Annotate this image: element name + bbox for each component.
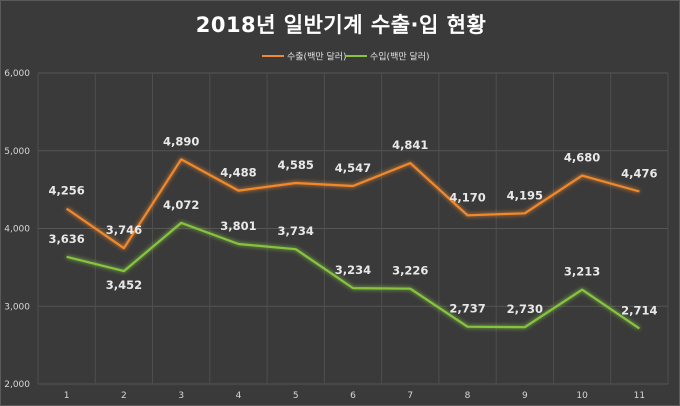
x-tick-label: 6 — [350, 391, 356, 401]
data-label: 3,636 — [48, 232, 84, 246]
x-tick-label: 1 — [64, 391, 70, 401]
y-tick-label: 6,000 — [4, 69, 30, 79]
data-label: 3,226 — [392, 264, 428, 278]
data-label: 2,730 — [507, 302, 543, 316]
data-label: 4,072 — [163, 198, 199, 212]
data-label: 4,547 — [335, 161, 371, 175]
x-tick-label: 11 — [634, 391, 645, 401]
y-tick-label: 5,000 — [4, 147, 30, 157]
data-label: 4,585 — [278, 158, 314, 172]
legend-label: 수입(백만 달러) — [370, 51, 430, 63]
data-label: 4,170 — [449, 190, 485, 204]
x-tick-label: 5 — [293, 391, 299, 401]
data-label: 4,256 — [48, 184, 84, 198]
series-line — [65, 158, 640, 250]
legend-label: 수출(백만 달러) — [287, 51, 347, 63]
x-tick-label: 7 — [407, 391, 413, 401]
data-label: 3,452 — [106, 278, 142, 292]
data-label: 4,680 — [564, 151, 600, 165]
data-label: 4,476 — [621, 166, 657, 180]
series-line — [66, 221, 641, 330]
data-label: 3,801 — [220, 219, 256, 233]
x-tick-label: 2 — [121, 391, 127, 401]
y-tick-label: 4,000 — [4, 225, 30, 235]
data-label: 4,195 — [507, 188, 543, 202]
x-tick-label: 9 — [522, 391, 528, 401]
data-label: 3,213 — [564, 265, 600, 279]
y-tick-label: 2,000 — [4, 380, 30, 390]
data-label: 4,841 — [392, 138, 428, 152]
data-label: 3,234 — [335, 263, 371, 277]
x-tick-label: 8 — [465, 391, 471, 401]
data-label: 4,890 — [163, 134, 199, 148]
x-tick-label: 10 — [576, 391, 588, 401]
data-label: 2,737 — [449, 302, 485, 316]
data-label: 2,714 — [621, 303, 657, 317]
data-label: 3,734 — [278, 224, 314, 238]
data-label: 4,488 — [220, 166, 256, 180]
data-label: 3,746 — [106, 223, 142, 237]
chart-title: 2018년 일반기계 수출·입 현황 — [195, 13, 487, 37]
x-tick-label: 3 — [178, 391, 184, 401]
y-tick-label: 3,000 — [4, 302, 30, 312]
x-tick-label: 4 — [236, 391, 242, 401]
